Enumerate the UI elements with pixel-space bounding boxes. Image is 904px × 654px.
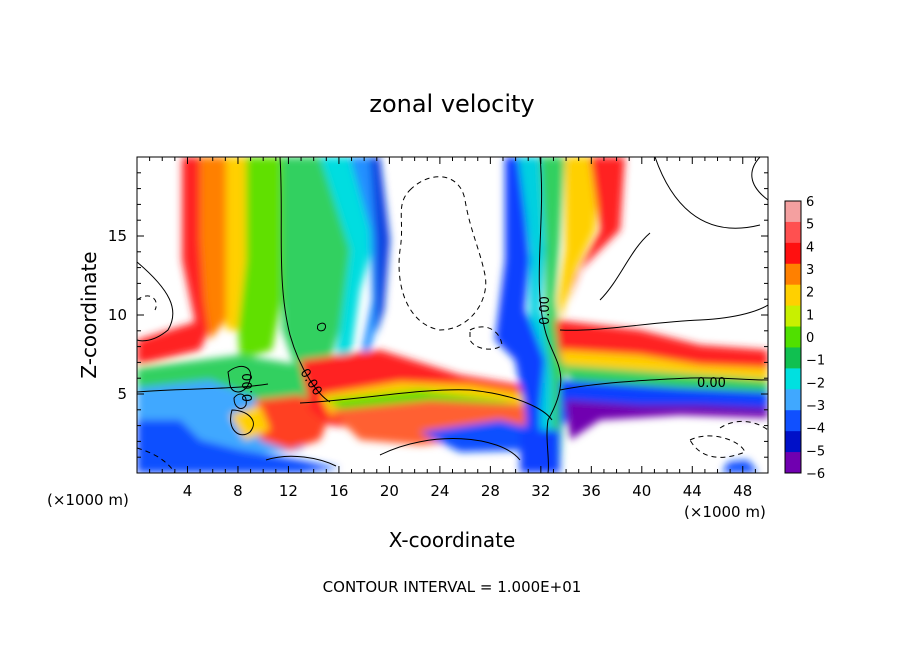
y-axis: 5 10 15 <box>108 156 768 474</box>
x-tick-label: 36 <box>582 482 601 500</box>
x-tick-label: 16 <box>329 482 348 500</box>
x-tick-label: 48 <box>733 482 752 500</box>
colorbar-label: 3 <box>806 263 814 278</box>
colorbar-swatch <box>785 242 801 265</box>
x-tick-label: 28 <box>481 482 500 500</box>
colorbar-swatch <box>785 347 801 369</box>
colorbar-frame <box>784 200 802 474</box>
colorbar-swatch <box>785 452 801 474</box>
colorbar-swatch <box>785 368 801 390</box>
colorbar-label: −6 <box>806 467 825 482</box>
x-unit-label-right: (×1000 m) <box>684 503 766 521</box>
x-tick-label: 8 <box>233 482 243 500</box>
x-tick-label: 44 <box>683 482 702 500</box>
colorbar-swatch <box>785 284 801 307</box>
colorbar-swatch <box>785 201 801 223</box>
colorbar-swatch <box>785 326 801 348</box>
colorbar-swatch <box>785 305 801 328</box>
y-tick-label: 10 <box>108 306 127 324</box>
x-tick-label: 40 <box>632 482 651 500</box>
colorbar-label: −2 <box>806 376 825 391</box>
x-axis-title: X-coordinate <box>389 528 516 552</box>
x-tick-label: 12 <box>279 482 298 500</box>
chart-title: zonal velocity <box>369 90 534 118</box>
colorbar-label: 0 <box>806 331 814 346</box>
colorbar-label: −3 <box>806 399 825 414</box>
colorbar-swatch <box>785 221 801 244</box>
y-axis-title: Z-coordinate <box>77 251 101 378</box>
x-tick-label: 32 <box>531 482 550 500</box>
x-tick-label: 20 <box>380 482 399 500</box>
colorbar-label: 5 <box>806 218 814 233</box>
contour-interval-note: CONTOUR INTERVAL = 1.000E+01 <box>323 578 582 596</box>
colorbar-label: 6 <box>806 195 814 210</box>
contour-label: 0.00 <box>538 296 553 325</box>
y-tick-label: 15 <box>108 227 127 245</box>
colorbar-label: −5 <box>806 444 825 459</box>
colorbar-swatch <box>785 263 801 286</box>
velocity-field <box>137 157 768 473</box>
x-tick-label: 24 <box>430 482 449 500</box>
colorbar-swatch <box>785 410 801 432</box>
colorbar-label: −1 <box>806 354 825 369</box>
contour-lines <box>137 157 768 473</box>
colorbar-label: 1 <box>806 308 814 323</box>
x-unit-label-left: (×1000 m) <box>47 491 129 509</box>
plot-area: 0.00 0.00 0.00 0.00 <box>136 156 769 474</box>
colorbar-swatch <box>785 431 801 453</box>
negative-contours <box>137 176 768 473</box>
contour-label: 0.00 <box>697 376 726 391</box>
colorbar-label: 2 <box>806 286 814 301</box>
colorbar-label: 4 <box>806 240 814 255</box>
contour-label: 0.00 <box>241 373 256 402</box>
colorbar-swatch <box>785 389 801 411</box>
x-tick-label: 4 <box>183 482 193 500</box>
colorbar: 6 5 4 3 2 1 0 −1 −2 −3 −4 −5 −6 <box>784 195 825 482</box>
colorbar-label: −4 <box>806 422 825 437</box>
y-tick-label: 5 <box>117 385 127 403</box>
x-axis: 4 8 12 16 20 24 28 32 36 40 44 48 <box>136 157 769 500</box>
